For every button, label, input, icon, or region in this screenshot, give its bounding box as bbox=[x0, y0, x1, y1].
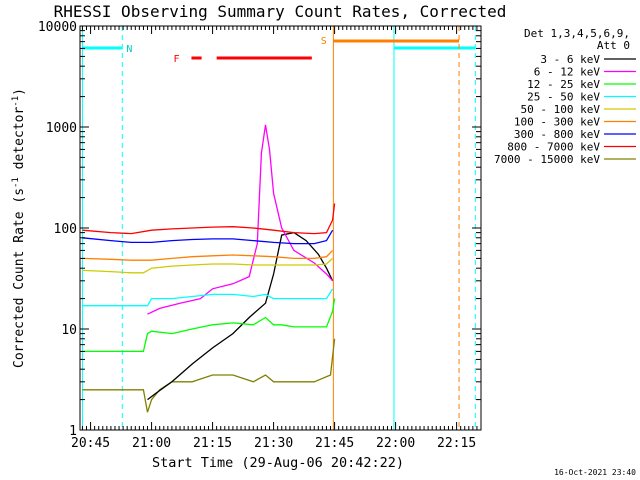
legend-label: 7000 - 15000 keV bbox=[494, 153, 600, 166]
y-axis-label: Corrected Count Rate (s-1 detector-1) bbox=[11, 88, 27, 368]
legend-label: 100 - 300 keV bbox=[514, 116, 600, 129]
annotation-f: F bbox=[174, 54, 180, 65]
y-tick-label: 1 bbox=[69, 424, 77, 439]
legend-label: 800 - 7000 keV bbox=[507, 141, 600, 154]
x-tick-label: 22:15 bbox=[437, 436, 476, 451]
y-label-mid: detector bbox=[12, 107, 27, 178]
legend-label: 50 - 100 keV bbox=[521, 103, 601, 116]
series-line-100-300-kev bbox=[82, 249, 334, 261]
legend-label: 25 - 50 keV bbox=[527, 91, 600, 104]
observing-bands bbox=[81, 26, 476, 430]
timestamp: 16-Oct-2021 23:40 bbox=[554, 468, 636, 477]
annotation-markers: N F S bbox=[126, 36, 326, 65]
y-label-end: ) bbox=[12, 88, 27, 96]
annotation-s: S bbox=[321, 36, 327, 47]
x-tick-label: 21:30 bbox=[254, 436, 293, 451]
y-label-sup1: -1 bbox=[11, 177, 21, 188]
series-line-300-800-kev bbox=[82, 229, 334, 245]
legend-header-1: Det 1,3,4,5,6,9, bbox=[524, 27, 630, 40]
x-tick-label: 21:15 bbox=[193, 436, 232, 451]
series-line-800-7000-kev bbox=[82, 203, 336, 235]
series-line-7000-15000-kev bbox=[82, 338, 336, 413]
y-tick-label: 10 bbox=[61, 323, 77, 338]
y-label-main: Corrected Count Rate (s bbox=[12, 188, 27, 368]
legend-label: 12 - 25 keV bbox=[527, 78, 600, 91]
legend-label: 3 - 6 keV bbox=[540, 53, 600, 66]
chart-title: RHESSI Observing Summary Count Rates, Co… bbox=[54, 2, 507, 21]
series-lines bbox=[82, 124, 336, 413]
y-label-sup2: -1 bbox=[11, 96, 21, 107]
legend-label: 300 - 800 keV bbox=[514, 128, 600, 141]
x-axis-label: Start Time (29-Aug-06 20:42:22) bbox=[152, 455, 404, 471]
series-line-50-100-kev bbox=[82, 257, 334, 274]
x-tick-label: 20:45 bbox=[71, 436, 110, 451]
series-line-3-6-kev bbox=[147, 231, 334, 401]
plot-frame bbox=[79, 25, 482, 431]
y-tick-label: 10000 bbox=[38, 20, 77, 35]
series-line-12-25-kev bbox=[82, 298, 336, 353]
annotation-n: N bbox=[126, 44, 132, 55]
y-tick-label: 100 bbox=[54, 222, 77, 237]
x-tick-label: 21:45 bbox=[315, 436, 354, 451]
x-tick-label: 22:00 bbox=[376, 436, 415, 451]
series-line-25-50-kev bbox=[82, 288, 334, 307]
legend-label: 6 - 12 keV bbox=[534, 66, 601, 79]
legend-header-2: Att 0 bbox=[597, 39, 630, 52]
axes: 20:45 21:00 21:15 21:30 21:45 22:00 22:15 1 10 10… bbox=[38, 20, 482, 451]
series-line-6-12-kev bbox=[147, 124, 334, 315]
x-tick-label: 21:00 bbox=[132, 436, 171, 451]
y-tick-label: 1000 bbox=[46, 121, 77, 136]
